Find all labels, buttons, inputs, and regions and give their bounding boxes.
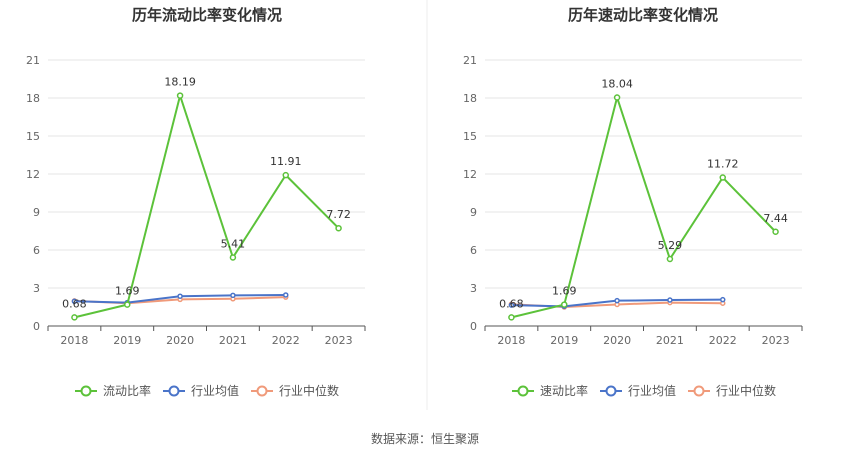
- industry-average-series-point[interactable]: [667, 297, 673, 303]
- legend-item-industry-average-series[interactable]: 行业均值: [600, 383, 676, 398]
- legend-item-industry-average-series[interactable]: 行业均值: [163, 383, 239, 398]
- chart-title: 历年速动比率变化情况: [568, 6, 718, 24]
- primary-series-line: [74, 91, 340, 319]
- y-tick-label: 12: [463, 168, 477, 181]
- x-tick-label: 2022: [709, 334, 737, 347]
- legend-item-industry-median-series[interactable]: 行业中位数: [251, 383, 339, 398]
- x-tick-label: 2020: [603, 334, 631, 347]
- x-tick-label: 2019: [550, 334, 578, 347]
- legend-marker-icon: [517, 385, 529, 397]
- primary-series-point[interactable]: [719, 174, 726, 181]
- data-label: 1.69: [115, 285, 140, 298]
- legend-marker-icon: [168, 385, 180, 397]
- x-tick-label: 2018: [497, 334, 525, 347]
- data-label: 18.04: [601, 77, 633, 90]
- primary-series-point[interactable]: [666, 255, 674, 263]
- x-tick-label: 2022: [272, 334, 300, 347]
- quick-ratio-chart: 历年速动比率变化情况 0 3 6 9 12 15 18 21 2018 2019 2020 2021 20…: [463, 6, 803, 398]
- legend-label: 行业均值: [628, 383, 676, 398]
- industry-average-series-point[interactable]: [508, 302, 515, 308]
- legend-label: 行业中位数: [716, 383, 776, 398]
- primary-series-point[interactable]: [772, 228, 779, 236]
- industry-average-series-point[interactable]: [720, 296, 726, 303]
- y-tick-label: 21: [26, 54, 40, 67]
- y-tick-label: 6: [33, 244, 40, 257]
- y-tick-label: 0: [33, 320, 40, 333]
- chart-title: 历年流动比率变化情况: [132, 6, 282, 24]
- y-tick-label: 18: [26, 92, 40, 105]
- primary-series-point[interactable]: [124, 301, 131, 308]
- y-tick-label: 21: [463, 54, 477, 67]
- legend-marker-icon: [693, 385, 705, 397]
- source-label: 数据来源：恒生聚源: [371, 431, 479, 446]
- primary-series-point[interactable]: [282, 171, 289, 179]
- industry-average-series-point[interactable]: [177, 293, 183, 299]
- data-label: 1.69: [552, 285, 577, 298]
- y-tick-label: 15: [463, 130, 477, 143]
- y-tick-label: 12: [26, 168, 40, 181]
- data-label: 0.68: [499, 297, 524, 310]
- data-label: 5.29: [658, 239, 683, 252]
- legend-item-primary-series[interactable]: 速动比率: [512, 383, 588, 398]
- primary-series-point[interactable]: [561, 301, 568, 308]
- legend-item-industry-median-series[interactable]: 行业中位数: [688, 383, 776, 398]
- industry-average-series-point[interactable]: [71, 298, 78, 305]
- y-tick-label: 3: [470, 282, 477, 295]
- primary-series-line: [511, 93, 777, 319]
- x-tick-label: 2021: [219, 334, 247, 347]
- x-tick-label: 2023: [762, 334, 790, 347]
- data-label: 7.72: [326, 208, 351, 221]
- primary-series-point[interactable]: [613, 94, 621, 101]
- primary-series-point[interactable]: [508, 314, 515, 321]
- industry-average-series-point[interactable]: [614, 297, 620, 304]
- legend-label: 流动比率: [103, 383, 151, 398]
- data-label: 11.91: [270, 155, 302, 168]
- legend-label: 行业均值: [191, 383, 239, 398]
- data-label: 5.41: [221, 237, 246, 250]
- y-tick-label: 15: [26, 130, 40, 143]
- primary-series-point[interactable]: [335, 224, 342, 232]
- x-tick-label: 2020: [166, 334, 194, 347]
- industry-average-series-point[interactable]: [283, 292, 289, 298]
- y-tick-label: 6: [470, 244, 477, 257]
- legend-marker-icon: [256, 385, 268, 397]
- legend-label: 速动比率: [540, 383, 588, 398]
- legend-label: 行业中位数: [279, 383, 339, 398]
- current-ratio-chart: 历年流动比率变化情况 0 3 6 9 12 15 18 21 2018 2019 2020 2021 20…: [26, 6, 366, 398]
- y-tick-label: 18: [463, 92, 477, 105]
- y-tick-label: 9: [470, 206, 477, 219]
- primary-series-point[interactable]: [229, 254, 237, 261]
- y-tick-label: 9: [33, 206, 40, 219]
- x-tick-label: 2018: [60, 334, 88, 347]
- legend-item-primary-series[interactable]: 流动比率: [75, 383, 151, 398]
- primary-series-point[interactable]: [176, 92, 184, 99]
- data-label: 7.44: [763, 212, 788, 225]
- y-tick-label: 0: [470, 320, 477, 333]
- data-label: 0.68: [62, 297, 87, 310]
- data-label: 18.19: [164, 76, 196, 89]
- primary-series-point[interactable]: [71, 314, 78, 321]
- legend-marker-icon: [80, 385, 92, 397]
- industry-average-series-point[interactable]: [230, 292, 236, 299]
- legend-marker-icon: [605, 385, 617, 397]
- data-label: 11.72: [707, 158, 739, 171]
- y-tick-label: 3: [33, 282, 40, 295]
- x-tick-label: 2023: [325, 334, 353, 347]
- x-tick-label: 2019: [113, 334, 141, 347]
- x-tick-label: 2021: [656, 334, 684, 347]
